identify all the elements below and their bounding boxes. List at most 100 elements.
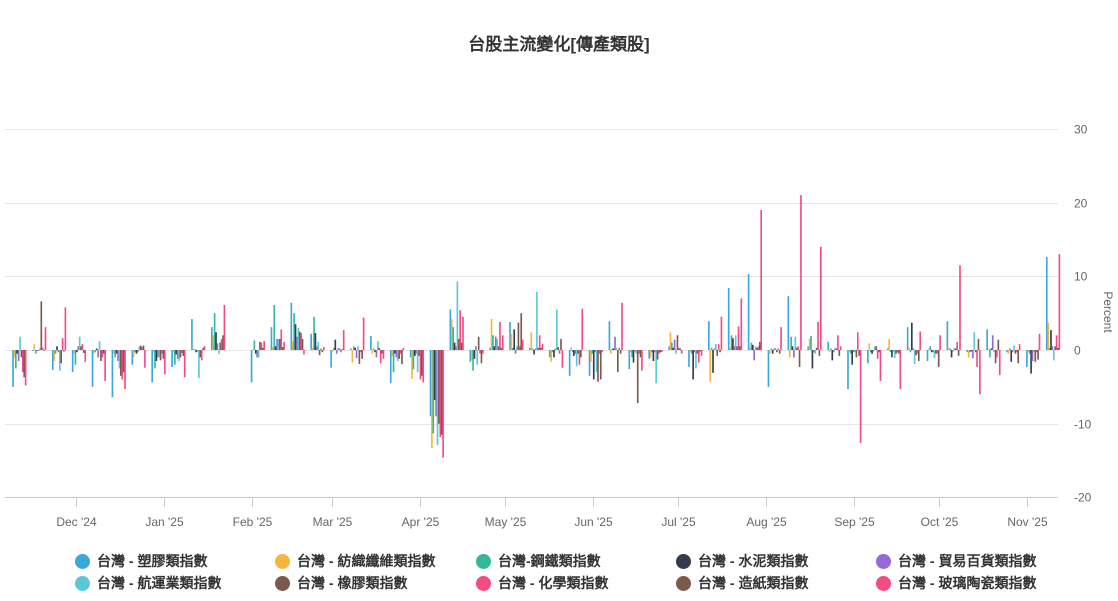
bar[interactable] (780, 327, 782, 350)
bar[interactable] (708, 321, 710, 350)
bar[interactable] (76, 350, 78, 353)
bar[interactable] (1009, 348, 1011, 350)
bar[interactable] (770, 348, 773, 350)
bar[interactable] (433, 350, 436, 401)
bar[interactable] (124, 350, 126, 390)
bar[interactable] (719, 350, 721, 353)
bar[interactable] (811, 350, 814, 369)
bar[interactable] (530, 332, 533, 350)
bar[interactable] (391, 350, 393, 356)
bar[interactable] (790, 336, 792, 350)
bar[interactable] (949, 348, 952, 350)
bar[interactable] (172, 350, 175, 353)
bar[interactable] (377, 341, 379, 350)
bar[interactable] (111, 350, 114, 398)
bar[interactable] (610, 350, 612, 354)
bar[interactable] (879, 350, 882, 381)
bar[interactable] (279, 338, 281, 350)
bar[interactable] (858, 350, 861, 356)
bar[interactable] (122, 350, 125, 373)
bar[interactable] (660, 350, 663, 353)
bar[interactable] (470, 350, 473, 361)
bar[interactable] (895, 350, 897, 354)
bar[interactable] (800, 195, 802, 350)
bar[interactable] (553, 350, 555, 358)
bar[interactable] (551, 350, 554, 353)
bar[interactable] (409, 350, 412, 358)
bar[interactable] (712, 350, 714, 373)
bar[interactable] (810, 336, 812, 350)
bar[interactable] (276, 338, 278, 350)
bar[interactable] (831, 350, 834, 361)
bar[interactable] (270, 327, 273, 350)
bar[interactable] (776, 350, 778, 353)
bar[interactable] (422, 350, 425, 383)
bar[interactable] (54, 350, 57, 354)
bar[interactable] (457, 338, 460, 350)
bar[interactable] (132, 350, 135, 358)
bar[interactable] (178, 350, 180, 362)
bar[interactable] (472, 350, 474, 371)
bar[interactable] (460, 342, 463, 350)
bar[interactable] (340, 350, 342, 353)
bar[interactable] (658, 350, 660, 354)
bar[interactable] (152, 350, 155, 353)
bar[interactable] (399, 350, 402, 354)
bar[interactable] (957, 350, 960, 356)
bar[interactable] (252, 349, 254, 351)
bar[interactable] (361, 350, 364, 359)
bar[interactable] (601, 350, 603, 353)
bar[interactable] (970, 350, 973, 352)
bar[interactable] (438, 350, 440, 424)
bar[interactable] (538, 335, 541, 350)
bar[interactable] (142, 345, 145, 350)
bar[interactable] (421, 350, 423, 376)
bar[interactable] (737, 326, 740, 350)
bar[interactable] (676, 335, 679, 350)
bar[interactable] (888, 338, 890, 350)
bar[interactable] (699, 350, 701, 352)
bar[interactable] (830, 348, 832, 350)
bar[interactable] (893, 350, 896, 359)
bar[interactable] (669, 332, 672, 350)
bar[interactable] (979, 350, 981, 395)
bar[interactable] (655, 350, 658, 384)
bar[interactable] (629, 350, 632, 353)
bar[interactable] (896, 350, 899, 353)
bar[interactable] (261, 347, 264, 350)
bar[interactable] (946, 321, 949, 350)
bar[interactable] (401, 350, 403, 364)
bar[interactable] (256, 350, 259, 358)
bar[interactable] (987, 348, 990, 350)
bar[interactable] (260, 342, 263, 350)
bar[interactable] (60, 350, 63, 364)
bar[interactable] (198, 350, 200, 379)
bar[interactable] (716, 350, 719, 356)
bar[interactable] (281, 347, 284, 350)
bar[interactable] (100, 350, 102, 362)
bar[interactable] (331, 350, 334, 353)
bar[interactable] (459, 310, 462, 350)
bar[interactable] (318, 350, 321, 356)
bar[interactable] (876, 350, 879, 359)
bar[interactable] (141, 347, 143, 350)
bar[interactable] (263, 341, 266, 350)
bar[interactable] (51, 350, 54, 370)
bar[interactable] (969, 350, 971, 353)
bar[interactable] (534, 348, 537, 350)
bar[interactable] (257, 350, 260, 358)
bar[interactable] (482, 350, 484, 354)
bar[interactable] (63, 350, 65, 352)
bar[interactable] (855, 350, 858, 358)
bar[interactable] (848, 350, 851, 353)
bar[interactable] (652, 350, 655, 362)
bar[interactable] (909, 350, 912, 353)
bar[interactable] (778, 350, 781, 354)
bar[interactable] (994, 350, 997, 364)
bar[interactable] (191, 319, 193, 350)
bar[interactable] (15, 350, 17, 369)
bar[interactable] (381, 350, 383, 354)
bar[interactable] (490, 319, 493, 350)
bar[interactable] (641, 350, 643, 371)
bar[interactable] (154, 350, 156, 369)
